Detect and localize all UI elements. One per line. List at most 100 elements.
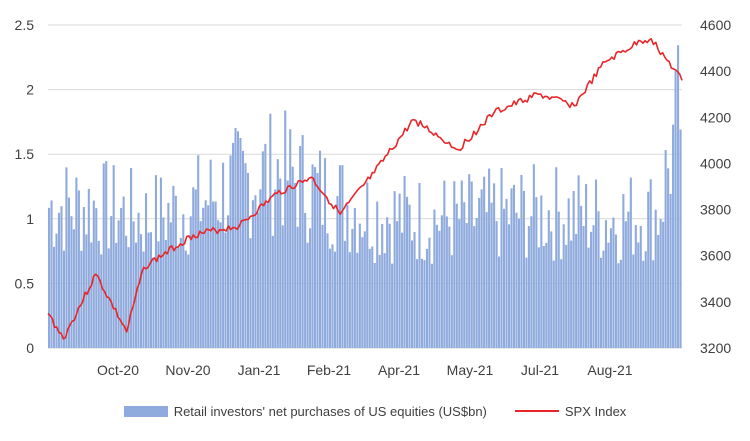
bar [572, 190, 575, 348]
bar [517, 218, 520, 348]
bar [115, 242, 118, 348]
bar [522, 190, 525, 348]
bar [483, 176, 486, 348]
bar [639, 225, 642, 348]
bar [286, 180, 289, 348]
bar [652, 260, 655, 348]
bar [378, 254, 381, 348]
bar [299, 145, 302, 348]
bar [100, 254, 103, 348]
bar [92, 200, 95, 348]
bar [361, 237, 364, 348]
bar [110, 216, 113, 348]
left-tick-label: 0.5 [15, 275, 35, 291]
bar [480, 189, 483, 348]
bar [597, 211, 600, 348]
bar [351, 228, 354, 348]
bar [125, 235, 128, 348]
bar [209, 159, 212, 348]
bar [246, 172, 249, 348]
bar [336, 196, 339, 348]
bar [614, 234, 617, 348]
right-tick-label: 3600 [700, 248, 731, 264]
bar [306, 242, 309, 348]
bar [520, 174, 523, 348]
bar [465, 222, 468, 348]
bar [455, 203, 458, 348]
bar [331, 244, 334, 348]
bar [172, 185, 175, 348]
bar [403, 175, 406, 348]
bar [214, 201, 217, 348]
bar [408, 204, 411, 348]
bar [649, 179, 652, 348]
bar [70, 216, 73, 348]
right-tick-label: 3200 [700, 340, 731, 356]
bar [493, 183, 496, 348]
bar [328, 248, 332, 348]
left-tick-label: 2.5 [15, 17, 35, 33]
bar [540, 195, 543, 348]
bar [117, 220, 120, 348]
bar [105, 161, 108, 348]
left-axis-ticks: 0 0.5 1 1.5 2 2.5 [15, 17, 35, 356]
bar [184, 250, 187, 348]
bar [669, 193, 672, 348]
left-tick-label: 2 [26, 82, 34, 98]
bar [241, 150, 245, 348]
bar [386, 217, 389, 348]
bar [413, 232, 416, 348]
bar [323, 158, 327, 348]
bar [619, 259, 622, 348]
bar [607, 242, 610, 348]
bar [48, 207, 51, 348]
bar [433, 209, 436, 348]
bar [67, 197, 70, 348]
bar [410, 240, 414, 348]
bar [438, 230, 441, 348]
bar [560, 259, 563, 348]
bar [152, 257, 155, 348]
bar [112, 165, 115, 348]
bar [577, 175, 580, 348]
spx-line [47, 38, 683, 340]
bars [48, 45, 682, 349]
bar [542, 245, 545, 348]
bar [269, 113, 272, 349]
bar [72, 229, 75, 348]
bar [557, 211, 560, 348]
bar [157, 241, 160, 348]
bar [498, 256, 501, 348]
bar [179, 237, 182, 348]
bar [679, 129, 682, 348]
bar [490, 202, 493, 348]
bar [672, 124, 675, 349]
bar [552, 260, 555, 348]
bar [657, 234, 660, 348]
bar [401, 232, 404, 348]
bar [194, 189, 197, 348]
bar [139, 234, 143, 348]
bar [187, 254, 190, 348]
bar [510, 188, 513, 348]
bar [659, 219, 662, 348]
x-tick-label: May-21 [447, 362, 494, 378]
bar [167, 202, 170, 348]
bar [570, 240, 573, 348]
x-axis-ticks: Oct-20 Nov-20 Jan-21 Feb-21 Apr-21 May-21 Jul-… [97, 362, 633, 378]
bar [393, 191, 396, 348]
bar [122, 196, 125, 348]
bar [587, 247, 590, 348]
bar [279, 178, 282, 348]
bar [580, 205, 583, 348]
bar [90, 242, 93, 348]
bar [470, 181, 473, 348]
x-tick-label: Jul-21 [521, 362, 559, 378]
bar [207, 205, 210, 348]
bar [592, 225, 595, 348]
bar [85, 234, 88, 348]
right-axis-ticks: 3200 3400 3600 3800 4000 4200 4400 4600 [700, 17, 731, 356]
bar [97, 240, 100, 348]
right-tick-label: 4200 [700, 109, 731, 125]
bar [259, 189, 262, 348]
